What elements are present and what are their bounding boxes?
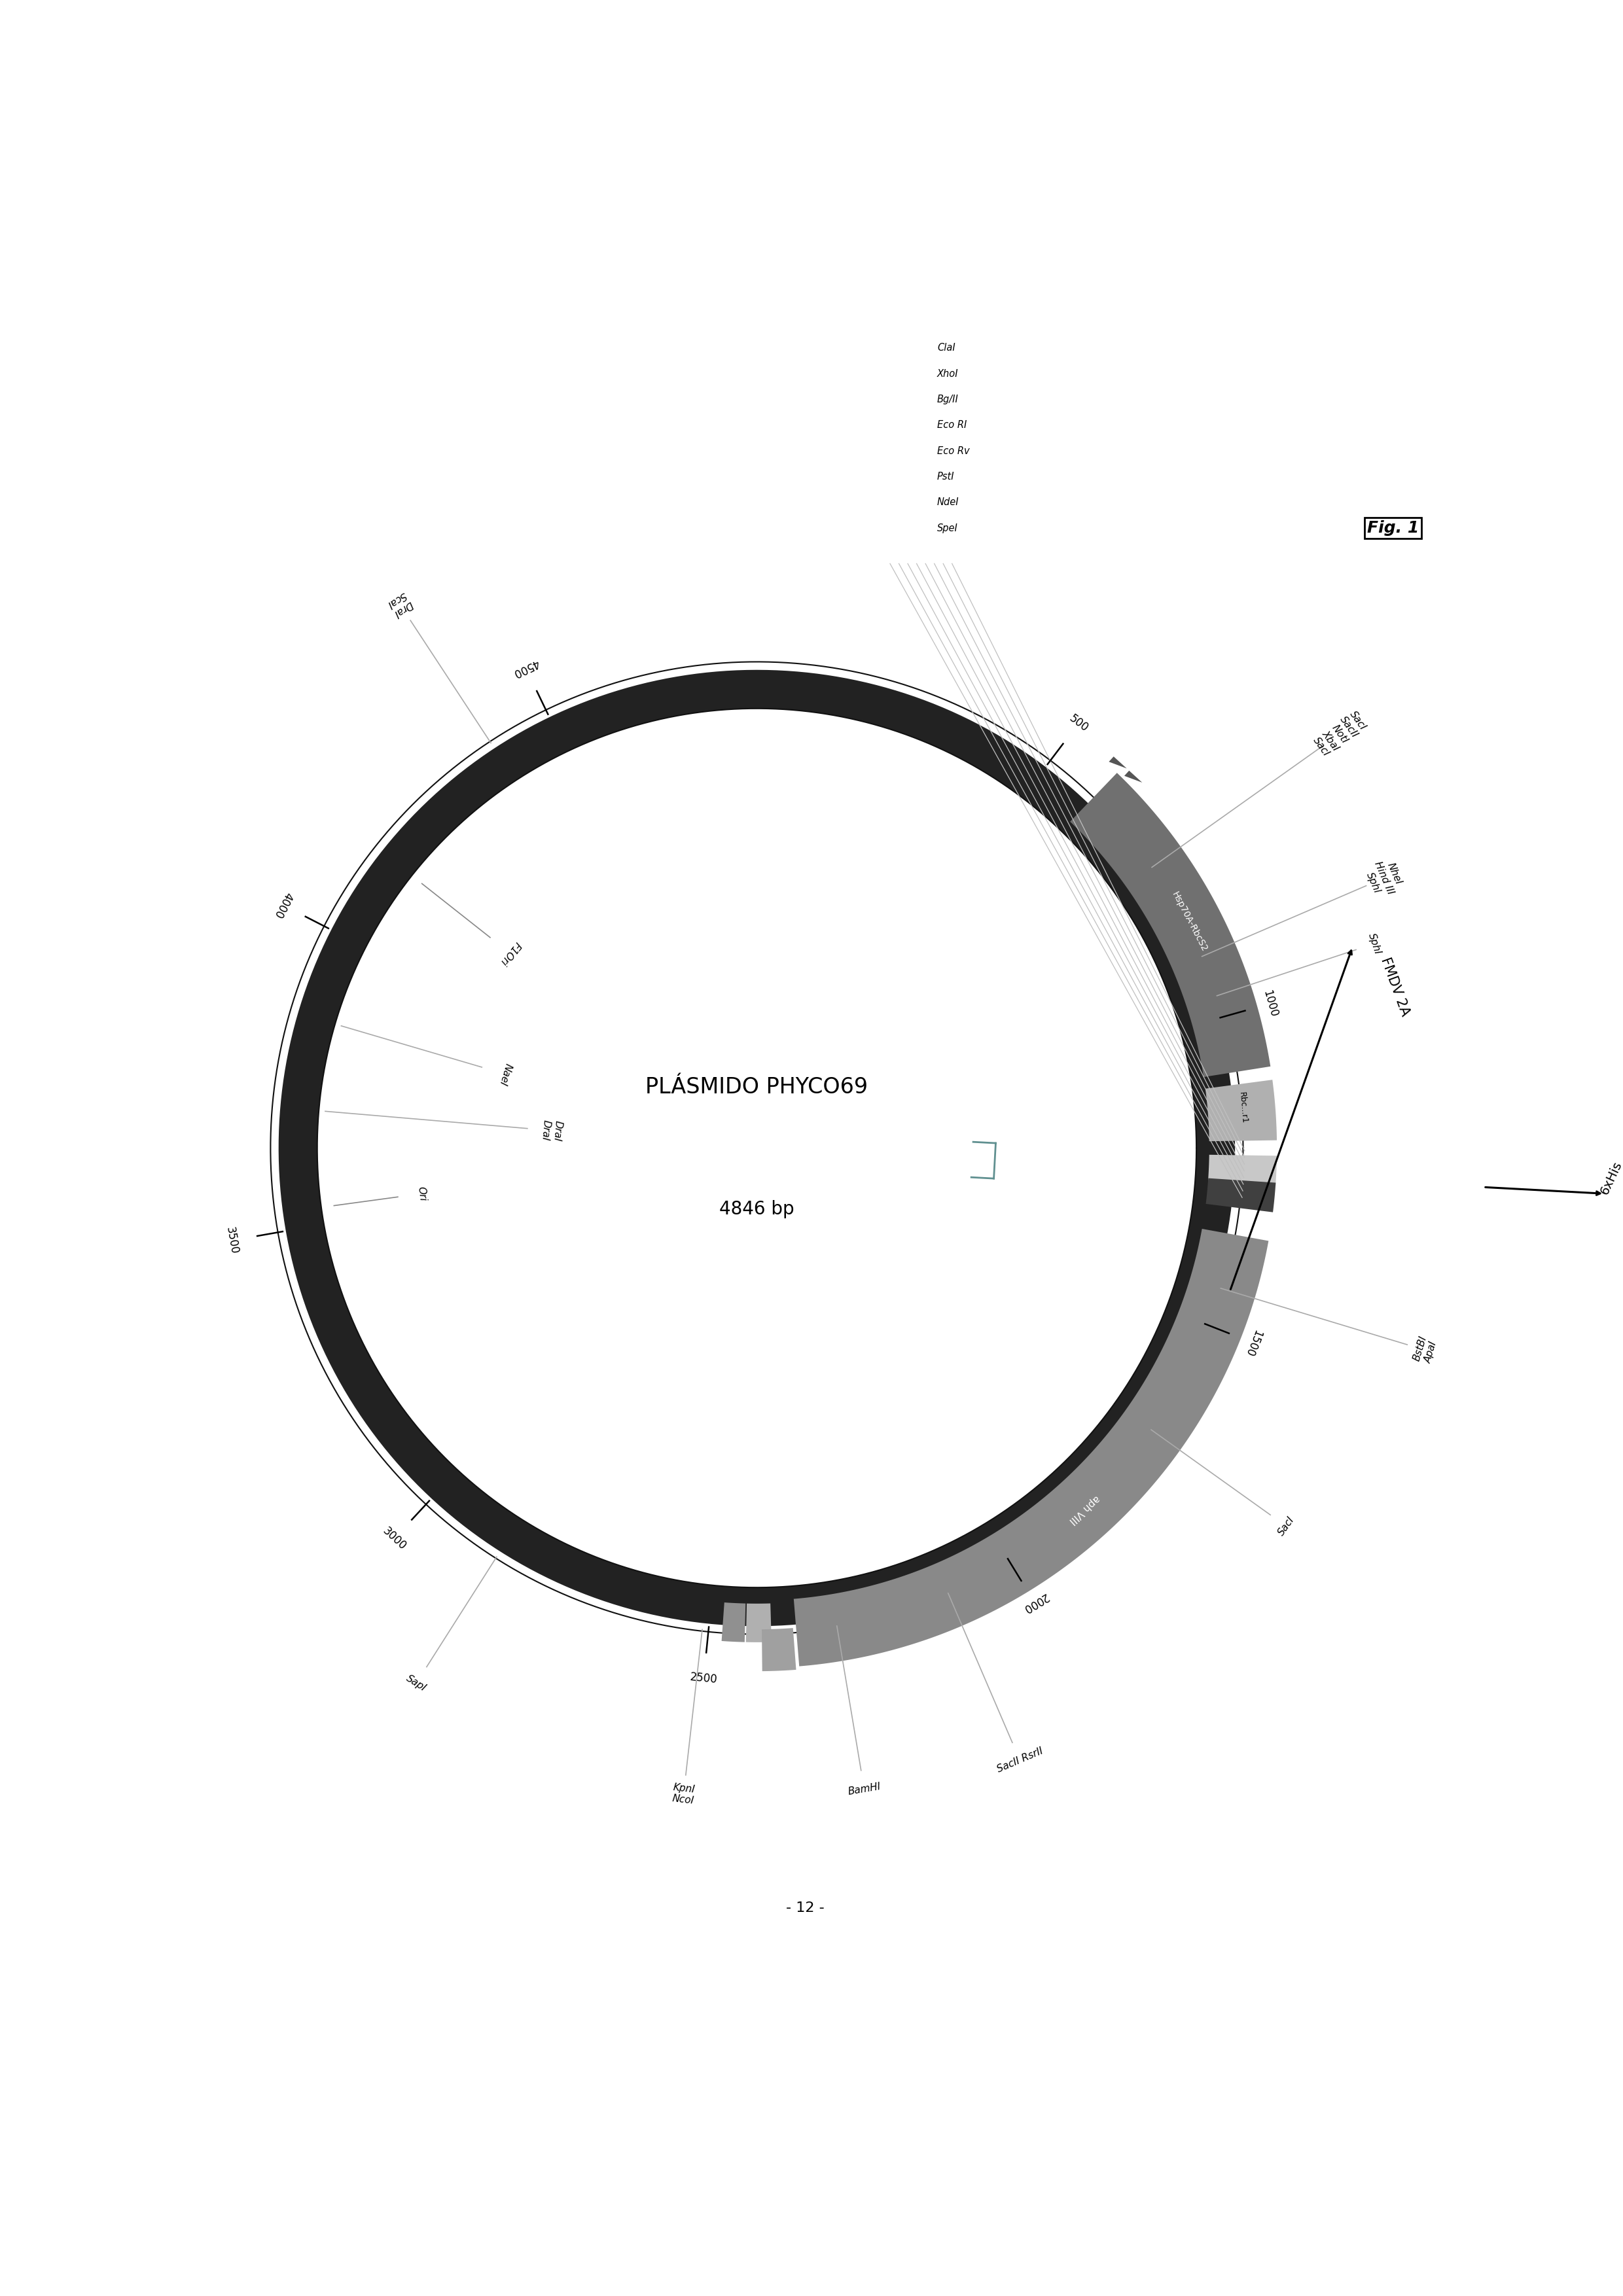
Text: Rbc...r1: Rbc...r1 bbox=[1237, 1091, 1248, 1125]
Text: KpnI
NcoI: KpnI NcoI bbox=[672, 1782, 696, 1807]
Text: BstBI
ApaI: BstBI ApaI bbox=[1412, 1334, 1440, 1366]
Polygon shape bbox=[761, 1628, 797, 1671]
Text: 6xHis: 6xHis bbox=[1599, 1159, 1623, 1196]
Text: Hsp70A-RbcS2: Hsp70A-RbcS2 bbox=[1170, 891, 1209, 953]
Text: DraI
ScaI: DraI ScaI bbox=[385, 590, 414, 620]
Polygon shape bbox=[1206, 1178, 1276, 1212]
Text: Eco Rv: Eco Rv bbox=[936, 445, 969, 457]
Text: F1Ori: F1Ori bbox=[498, 939, 523, 967]
Text: NdeI: NdeI bbox=[936, 498, 959, 507]
Text: SapI: SapI bbox=[404, 1674, 428, 1692]
Text: Fig. 1: Fig. 1 bbox=[1367, 521, 1419, 535]
Text: BamHI: BamHI bbox=[847, 1782, 881, 1798]
Text: 2500: 2500 bbox=[690, 1671, 717, 1685]
Text: FMDV 2A: FMDV 2A bbox=[1378, 955, 1412, 1017]
Text: XhoI: XhoI bbox=[936, 370, 959, 379]
Text: aph VIII: aph VIII bbox=[1068, 1492, 1102, 1525]
Polygon shape bbox=[1206, 1079, 1277, 1141]
Text: Bg/II: Bg/II bbox=[936, 395, 959, 404]
Text: SacII RsrII: SacII RsrII bbox=[995, 1747, 1045, 1775]
Text: 4000: 4000 bbox=[271, 891, 294, 921]
Polygon shape bbox=[747, 1603, 771, 1642]
Text: SpeI: SpeI bbox=[936, 523, 958, 533]
Polygon shape bbox=[1070, 774, 1271, 1077]
Text: 1500: 1500 bbox=[1242, 1327, 1263, 1357]
Text: NaeI: NaeI bbox=[497, 1061, 513, 1086]
Text: PLÁSMIDO PHYCO69: PLÁSMIDO PHYCO69 bbox=[646, 1077, 868, 1097]
Text: 500: 500 bbox=[1066, 712, 1091, 735]
Text: Ori: Ori bbox=[415, 1185, 427, 1201]
Polygon shape bbox=[1125, 771, 1143, 783]
Text: Eco RI: Eco RI bbox=[936, 420, 967, 429]
Polygon shape bbox=[794, 1228, 1269, 1667]
Polygon shape bbox=[279, 670, 1235, 1626]
Text: ClaI: ClaI bbox=[936, 342, 956, 354]
Text: SphI: SphI bbox=[1367, 932, 1383, 955]
Text: 4500: 4500 bbox=[511, 657, 540, 680]
Text: - 12 -: - 12 - bbox=[786, 1901, 824, 1915]
Text: SacI: SacI bbox=[1276, 1515, 1297, 1538]
Text: SacI
SacII
NotI
XbaI
SacI: SacI SacII NotI XbaI SacI bbox=[1310, 707, 1370, 760]
Text: 4846 bp: 4846 bp bbox=[719, 1201, 794, 1219]
Text: PstI: PstI bbox=[936, 471, 954, 482]
Text: DraI
DraI: DraI DraI bbox=[540, 1118, 563, 1141]
Text: 3500: 3500 bbox=[224, 1226, 240, 1256]
Text: NheI
Hind III
Sphl: NheI Hind III Sphl bbox=[1362, 856, 1406, 900]
Text: 2000: 2000 bbox=[1019, 1591, 1050, 1614]
Polygon shape bbox=[1109, 755, 1126, 769]
Polygon shape bbox=[722, 1603, 745, 1642]
Text: 3000: 3000 bbox=[380, 1525, 409, 1552]
Polygon shape bbox=[1208, 1155, 1277, 1185]
Text: 1000: 1000 bbox=[1261, 990, 1279, 1019]
